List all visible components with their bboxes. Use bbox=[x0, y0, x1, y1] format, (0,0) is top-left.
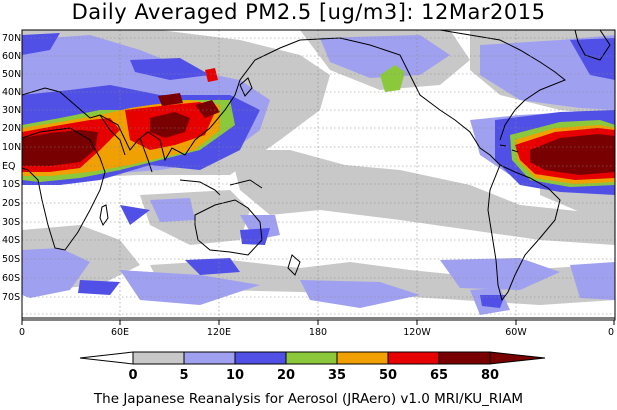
lon-label-0-east: 0 bbox=[607, 327, 615, 338]
lat-label-eq: EQ bbox=[2, 161, 16, 172]
lat-label-50s: 50S bbox=[2, 254, 21, 265]
colorbar-swatch-10 bbox=[183, 351, 236, 365]
colorbar-swatch-5 bbox=[132, 351, 185, 365]
lon-label-120w: 120W bbox=[403, 327, 431, 338]
lat-label-30n: 30N bbox=[2, 105, 22, 116]
axis-ticks bbox=[21, 320, 615, 325]
level-over-80-shading bbox=[22, 93, 615, 175]
lon-label-120e: 120E bbox=[206, 327, 232, 338]
colorbar-label-0: 0 bbox=[128, 368, 138, 383]
graticule bbox=[22, 30, 615, 320]
colorbar-label-10: 10 bbox=[225, 368, 245, 383]
lat-label-40s: 40S bbox=[2, 235, 21, 246]
colorbar-arrow-left bbox=[79, 351, 134, 365]
lat-label-20n: 20N bbox=[2, 123, 22, 134]
colorbar-label-5: 5 bbox=[179, 368, 189, 383]
lat-label-70n: 70N bbox=[2, 33, 22, 44]
lat-label-60s: 60S bbox=[2, 273, 21, 284]
map-title: Daily Averaged PM2.5 [ug/m3]: 12Mar2015 bbox=[71, 0, 546, 24]
colorbar-swatch-20 bbox=[234, 351, 287, 365]
colorbar-swatch-65 bbox=[387, 351, 440, 365]
lat-label-70s: 70S bbox=[2, 292, 21, 303]
colorbar-label-65: 65 bbox=[429, 368, 449, 383]
colorbar-label-80: 80 bbox=[480, 368, 500, 383]
lat-label-40n: 40N bbox=[2, 87, 22, 98]
colorbar-swatch-35 bbox=[285, 351, 338, 365]
colorbar-swatch-50 bbox=[336, 351, 389, 365]
lat-label-30s: 30S bbox=[2, 217, 21, 228]
colorbar-label-20: 20 bbox=[276, 368, 296, 383]
coastlines bbox=[22, 30, 615, 319]
lon-label-180: 180 bbox=[308, 327, 328, 338]
lat-label-60n: 60N bbox=[2, 51, 22, 62]
footer-credit: The Japanese Reanalysis for Aerosol (JRA… bbox=[93, 391, 524, 407]
colorbar-swatch-80 bbox=[438, 351, 491, 365]
colorbar-label-35: 35 bbox=[327, 368, 347, 383]
colorbar bbox=[79, 351, 546, 365]
lat-label-10n: 10N bbox=[2, 142, 22, 153]
lon-label-60e: 60E bbox=[110, 327, 130, 338]
lat-label-50n: 50N bbox=[2, 69, 22, 80]
lat-label-10s: 10S bbox=[2, 179, 21, 190]
colorbar-arrow-right bbox=[489, 351, 546, 365]
lon-label-60w: 60W bbox=[505, 327, 527, 338]
pm25-concentration-field bbox=[22, 30, 615, 320]
lat-label-20s: 20S bbox=[2, 198, 21, 209]
colorbar-label-50: 50 bbox=[378, 368, 398, 383]
lon-label-0-west: 0 bbox=[18, 327, 26, 338]
